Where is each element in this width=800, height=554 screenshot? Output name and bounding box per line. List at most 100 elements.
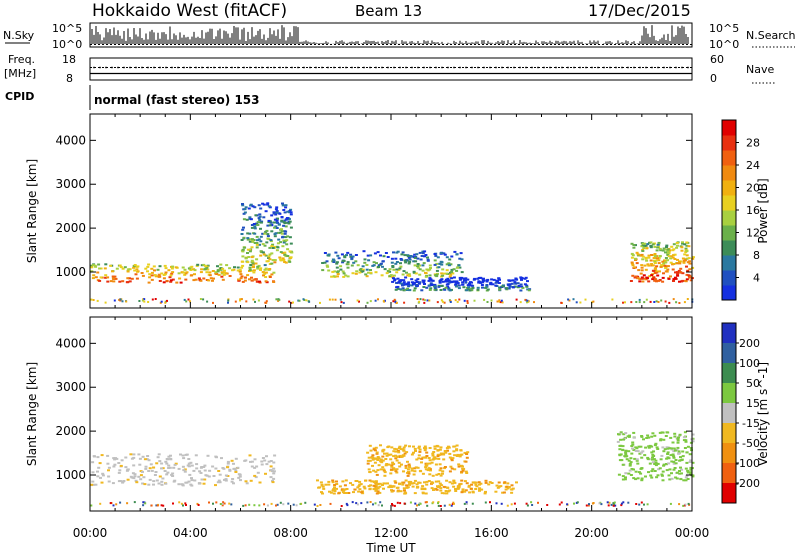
- echo-cell: [653, 278, 657, 281]
- echo-cell: [666, 453, 670, 455]
- echo-cell: [507, 486, 511, 488]
- echo-cell: [244, 504, 247, 507]
- echo-cell: [456, 453, 460, 456]
- echo-cell: [241, 204, 245, 207]
- echo-cell: [495, 502, 498, 505]
- echo-cell: [349, 482, 352, 485]
- echo-cell: [644, 244, 648, 247]
- echo-cell: [414, 272, 418, 275]
- echo-cell: [238, 473, 242, 476]
- echo-cell: [419, 502, 422, 505]
- echo-cell: [606, 501, 609, 504]
- echo-cell: [684, 440, 688, 443]
- echo-cell: [450, 482, 454, 485]
- echo-cell: [203, 464, 207, 467]
- echo-cell: [620, 504, 623, 507]
- echo-cell: [172, 466, 176, 469]
- echo-cell: [438, 280, 442, 283]
- echo-cell: [635, 301, 638, 303]
- echo-cell: [443, 450, 447, 452]
- echo-cell: [273, 235, 277, 238]
- echo-cell: [490, 278, 494, 281]
- echo-cell: [259, 207, 263, 210]
- echo-cell: [378, 482, 382, 485]
- echo-cell: [447, 288, 451, 291]
- echo-cell: [630, 301, 633, 304]
- echo-cell: [161, 477, 165, 480]
- echo-cell: [408, 289, 412, 292]
- echo-cell: [340, 253, 344, 256]
- echo-cell: [494, 284, 498, 287]
- echo-cell: [225, 264, 229, 267]
- echo-cell: [121, 480, 125, 483]
- echo-cell: [257, 204, 261, 207]
- nave-dot: [687, 66, 689, 69]
- echo-cell: [141, 470, 144, 473]
- echo-cell: [688, 453, 692, 456]
- echo-cell: [327, 254, 331, 257]
- echo-cell: [524, 298, 527, 301]
- echo-cell: [608, 501, 611, 504]
- echo-cell: [395, 456, 399, 458]
- nave-dot: [249, 66, 251, 69]
- echo-cell: [441, 268, 445, 271]
- echo-cell: [611, 298, 614, 301]
- echo-cell: [487, 483, 491, 486]
- echo-cell: [498, 485, 501, 488]
- echo-cell: [490, 482, 494, 484]
- echo-cell: [250, 226, 254, 229]
- echo-cell: [118, 264, 122, 267]
- echo-cell: [576, 501, 579, 504]
- echo-cell: [141, 274, 145, 277]
- nave-dot: [615, 66, 617, 69]
- echo-cell: [445, 492, 449, 495]
- echo-cell: [263, 268, 267, 271]
- echo-cell: [644, 257, 648, 260]
- echo-cell: [298, 299, 301, 302]
- echo-cell: [670, 255, 674, 258]
- echo-cell: [399, 502, 402, 505]
- echo-cell: [685, 273, 689, 276]
- echo-cell: [640, 479, 644, 482]
- echo-cell: [415, 281, 419, 283]
- nave-dot: [321, 66, 323, 69]
- nave-dot: [591, 66, 593, 69]
- echo-cell: [279, 501, 282, 504]
- echo-cell: [675, 246, 679, 249]
- echo-cell: [652, 257, 656, 259]
- echo-cell: [398, 482, 401, 485]
- echo-cell: [139, 478, 143, 481]
- echo-cell: [414, 450, 417, 452]
- echo-cell: [685, 244, 689, 247]
- echo-cell: [386, 270, 390, 272]
- colorbar-swatch: [722, 255, 736, 271]
- echo-cell: [429, 469, 432, 472]
- echo-cell: [689, 441, 693, 444]
- echo-cell: [463, 480, 467, 483]
- echo-cell: [181, 483, 185, 486]
- echo-cell: [253, 242, 257, 244]
- echo-cell: [223, 478, 226, 481]
- nave-dot: [555, 66, 557, 69]
- echo-cell: [407, 472, 411, 475]
- nave-dot: [237, 66, 239, 69]
- echo-cell: [271, 479, 274, 482]
- echo-cell: [423, 449, 427, 452]
- echo-cell: [636, 276, 640, 279]
- echo-cell: [485, 280, 489, 283]
- echo-cell: [505, 485, 509, 488]
- echo-cell: [641, 242, 645, 245]
- echo-cell: [327, 253, 331, 256]
- echo-cell: [272, 472, 276, 475]
- echo-cell: [624, 476, 627, 479]
- echo-cell: [264, 301, 267, 304]
- echo-cell: [255, 246, 259, 249]
- colorbar-tick-label: 200: [739, 337, 760, 350]
- echo-cell: [420, 488, 424, 491]
- echo-cell: [620, 502, 623, 505]
- echo-cell: [638, 301, 641, 304]
- echo-cell: [127, 277, 131, 280]
- echo-cell: [427, 480, 431, 482]
- echo-cell: [362, 485, 366, 488]
- echo-cell: [642, 277, 646, 280]
